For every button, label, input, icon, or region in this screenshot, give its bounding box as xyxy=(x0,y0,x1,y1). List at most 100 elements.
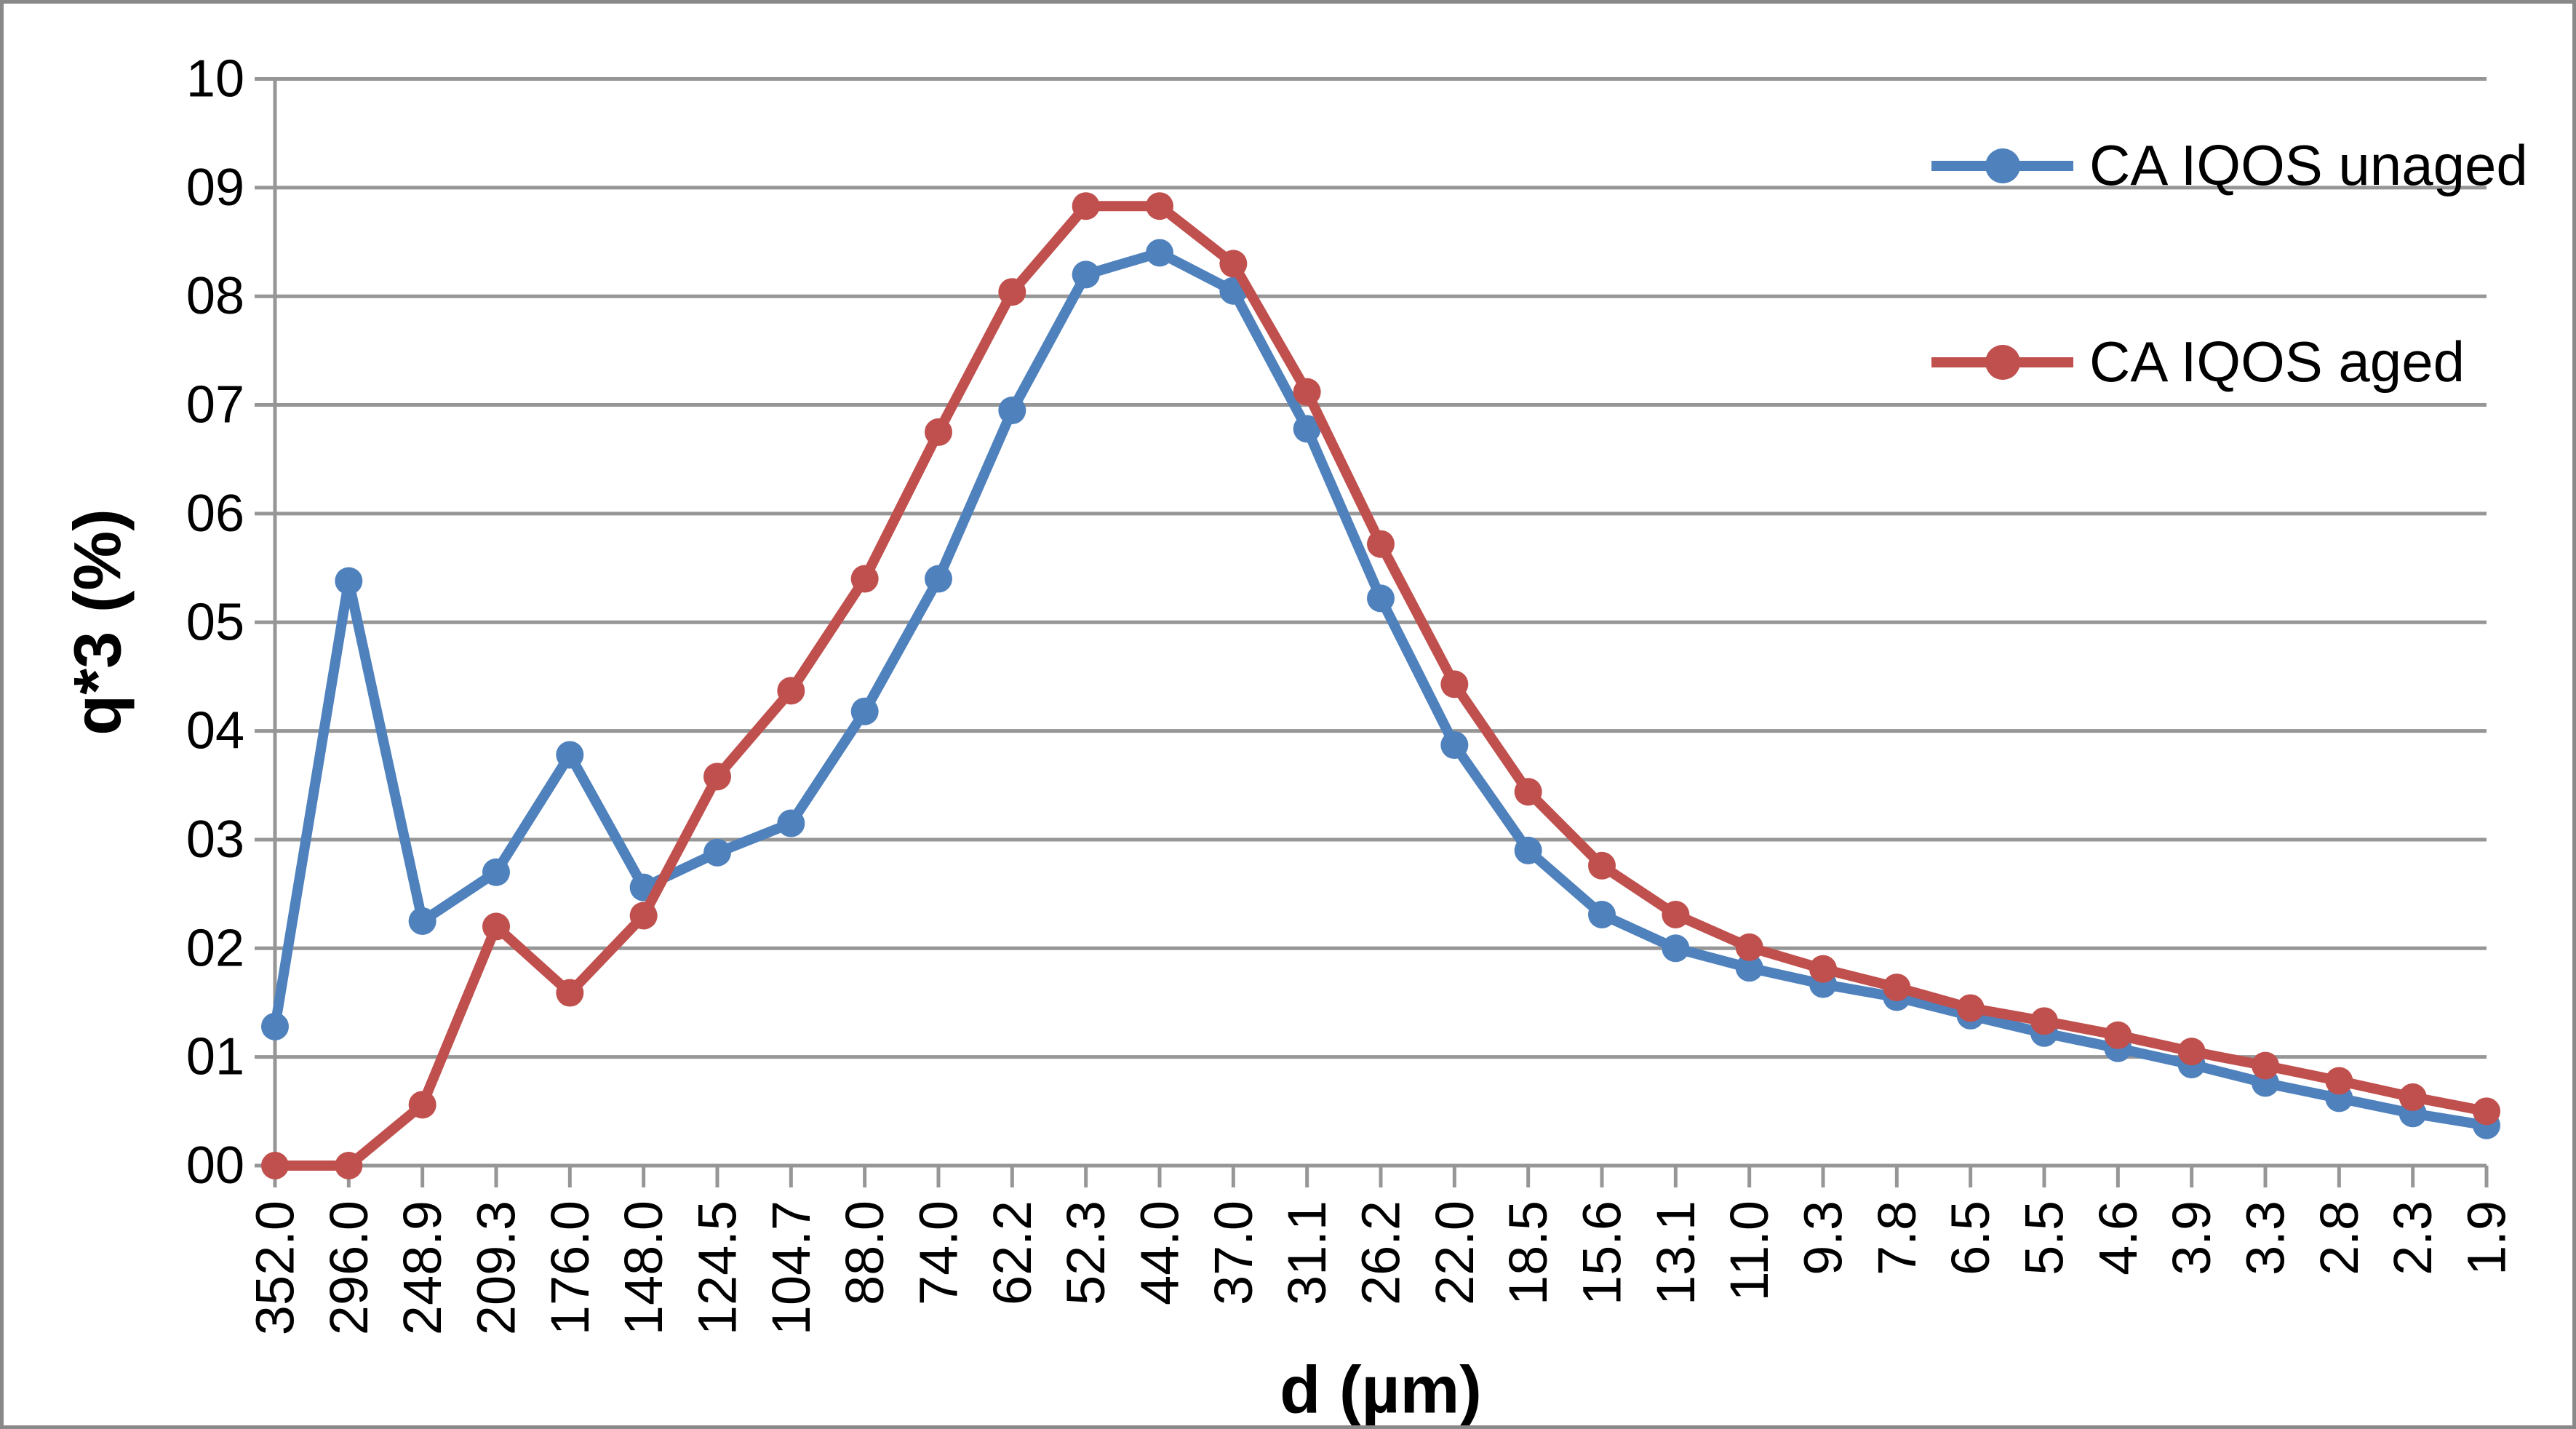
data-point-marker xyxy=(1588,851,1616,880)
x-tick-label: 176.0 xyxy=(540,1201,600,1335)
data-point-marker xyxy=(777,677,805,705)
x-tick-label: 352.0 xyxy=(245,1201,306,1335)
data-point-marker xyxy=(261,1152,289,1179)
data-point-marker xyxy=(1440,670,1469,698)
data-point-marker xyxy=(482,912,510,941)
x-tick-label: 5.5 xyxy=(2014,1201,2075,1275)
x-tick-label: 4.6 xyxy=(2088,1201,2148,1275)
x-tick-label: 2.3 xyxy=(2382,1201,2443,1275)
x-tick-label: 74.0 xyxy=(909,1201,969,1305)
x-tick-label: 26.2 xyxy=(1351,1201,1411,1305)
y-axis-title: q*3 (%) xyxy=(60,509,135,736)
data-point-marker xyxy=(2398,1083,2427,1111)
x-tick-label: 1.9 xyxy=(2457,1201,2517,1275)
data-point-marker xyxy=(1588,901,1616,929)
data-point-marker xyxy=(1662,934,1690,963)
data-point-marker xyxy=(1809,955,1837,983)
x-tick-label: 3.3 xyxy=(2236,1201,2296,1275)
data-point-marker xyxy=(850,697,879,725)
y-tick-label: 03 xyxy=(186,811,244,869)
data-point-marker xyxy=(850,565,879,593)
y-tick-label: 10 xyxy=(186,50,244,108)
plot-area: 00 01 02 03 04 05 06 07 08 09 10 352.0 296.0 248.9 209… xyxy=(186,50,2517,1336)
data-point-marker xyxy=(629,901,658,930)
x-tick-label: 104.7 xyxy=(761,1201,821,1335)
x-tick-label: 18.5 xyxy=(1498,1201,1558,1305)
data-point-marker xyxy=(1956,994,1985,1022)
data-point-marker xyxy=(556,741,584,769)
x-tick-label: 62.2 xyxy=(982,1201,1042,1305)
x-tick-label: 2.8 xyxy=(2309,1201,2369,1275)
data-point-marker xyxy=(1072,192,1100,220)
x-tick-label: 37.0 xyxy=(1203,1201,1264,1305)
y-tick-label: 09 xyxy=(186,159,244,217)
x-axis-title: d (µm) xyxy=(1280,1353,1482,1428)
y-tick-label: 00 xyxy=(186,1137,244,1195)
legend-line-marker-icon xyxy=(1931,148,2073,183)
y-tick-label: 06 xyxy=(186,485,244,543)
legend-item-aged: CA IQOS aged xyxy=(1931,302,2528,422)
x-tick-label: 15.6 xyxy=(1572,1201,1632,1305)
legend-line-marker-icon xyxy=(1931,344,2073,380)
x-tick-label: 9.3 xyxy=(1793,1201,1854,1275)
y-tick-label: 05 xyxy=(186,593,244,651)
x-tick-label: 22.0 xyxy=(1424,1201,1485,1305)
data-point-marker xyxy=(1735,933,1763,961)
y-tick-label: 04 xyxy=(186,702,244,760)
x-tick-label: 248.9 xyxy=(392,1201,452,1335)
y-tick-label: 08 xyxy=(186,267,244,325)
data-point-marker xyxy=(2104,1021,2132,1049)
x-tick-label: 88.0 xyxy=(834,1201,895,1305)
data-point-marker xyxy=(998,397,1026,425)
legend-label-unaged: CA IQOS unaged xyxy=(2089,133,2528,197)
data-point-marker xyxy=(335,1152,363,1179)
data-point-marker xyxy=(925,418,952,446)
data-point-marker xyxy=(408,1091,436,1119)
x-tick-label: 296.0 xyxy=(319,1201,379,1335)
y-tick-label: 02 xyxy=(186,919,244,977)
data-point-marker xyxy=(2177,1038,2206,1066)
data-point-marker xyxy=(556,979,584,1007)
data-point-marker xyxy=(335,567,363,595)
legend-item-unaged: CA IQOS unaged xyxy=(1931,106,2528,226)
x-tick-label: 209.3 xyxy=(466,1201,527,1335)
data-point-marker xyxy=(1514,836,1542,864)
legend: CA IQOS unaged CA IQOS aged xyxy=(1931,106,2528,422)
x-tick-label: 31.1 xyxy=(1277,1201,1337,1305)
data-point-marker xyxy=(1146,239,1173,267)
data-point-marker xyxy=(1146,192,1173,220)
data-point-marker xyxy=(1219,250,1248,278)
data-point-marker xyxy=(1367,584,1395,613)
data-point-marker xyxy=(1293,378,1321,406)
x-tick-label: 3.9 xyxy=(2161,1201,2222,1275)
data-point-marker xyxy=(703,763,731,791)
data-point-marker xyxy=(482,858,510,886)
data-point-marker xyxy=(2325,1067,2353,1095)
data-point-marker xyxy=(1514,778,1542,806)
data-point-marker xyxy=(1735,954,1763,982)
x-tick-label: 124.5 xyxy=(687,1201,748,1335)
data-point-marker xyxy=(925,565,952,593)
data-point-marker xyxy=(1883,974,1911,1002)
legend-label-aged: CA IQOS aged xyxy=(2089,330,2465,394)
data-point-marker xyxy=(1662,901,1690,929)
x-tick-label: 52.3 xyxy=(1056,1201,1116,1305)
x-tick-label: 13.1 xyxy=(1646,1201,1706,1305)
y-tick-label: 07 xyxy=(186,376,244,434)
x-tick-label: 11.0 xyxy=(1719,1201,1779,1302)
data-point-marker xyxy=(408,907,436,935)
data-point-marker xyxy=(1440,731,1469,760)
data-point-marker xyxy=(1072,260,1100,289)
data-point-marker xyxy=(1367,530,1395,558)
x-tick-label: 7.8 xyxy=(1867,1201,1927,1275)
y-tick-label: 01 xyxy=(186,1028,244,1086)
data-point-marker xyxy=(2030,1007,2058,1035)
data-point-marker xyxy=(1293,415,1321,443)
data-point-marker xyxy=(2473,1097,2500,1126)
data-point-marker xyxy=(703,838,731,867)
x-tick-label: 6.5 xyxy=(1940,1201,2001,1275)
data-point-marker xyxy=(261,1012,289,1040)
data-point-marker xyxy=(777,809,805,837)
data-point-marker xyxy=(998,278,1026,306)
